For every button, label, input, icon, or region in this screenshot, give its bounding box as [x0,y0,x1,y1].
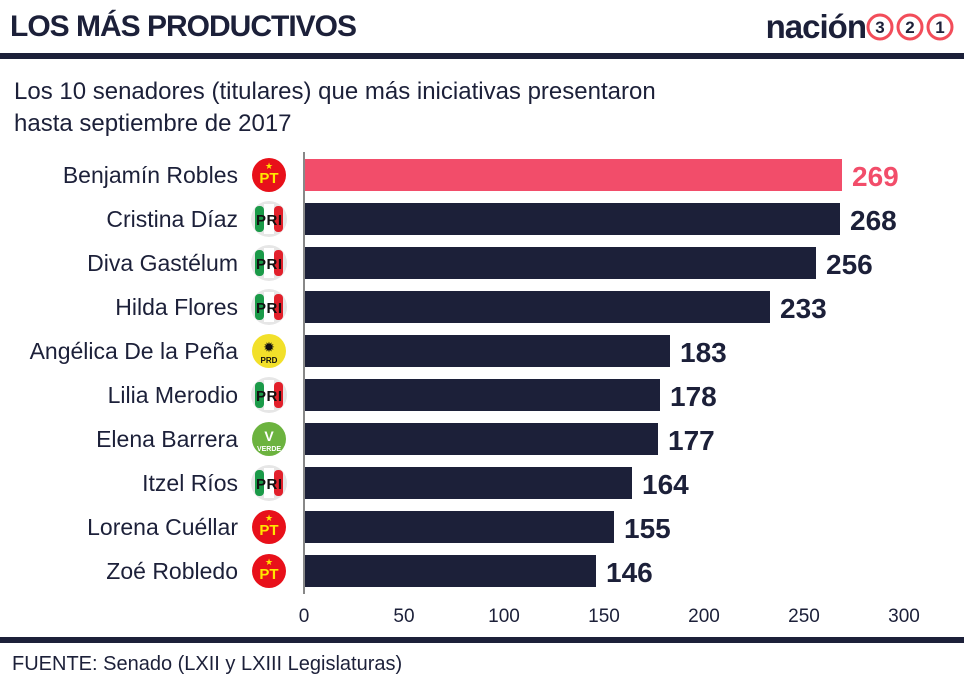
pri-green [255,470,264,496]
bar [305,203,840,235]
party-logo-pri-icon: PRI [251,377,287,413]
pri-red [274,382,283,408]
logo-ring [896,13,924,41]
party-logo-pri-icon: PRI [251,289,287,325]
pri-white [264,468,274,498]
party-logo-pri-icon: PRI [251,245,287,281]
pri-letters: PRI [256,256,282,273]
pt-letters: PT [259,566,278,583]
x-tick-label: 250 [788,606,820,627]
value-label: 269 [852,161,899,192]
value-label: 177 [668,425,715,456]
pri-letters: PRI [256,476,282,493]
subtitle: Los 10 senadores (titulares) que más ini… [14,76,834,140]
pri-white [264,292,274,322]
logo-digit: 1 [935,18,944,37]
pt-star: ★ [265,161,273,171]
logo-digits: 3 2 1 [866,13,954,41]
pri-green [255,250,264,276]
prd-circle [252,334,286,368]
verde-circle [252,422,286,456]
value-label: 164 [642,469,689,500]
header-divider [0,53,964,59]
pt-circle [252,158,286,192]
pt-star: ★ [265,557,273,567]
pt-star: ★ [265,513,273,523]
bar [305,247,816,279]
party-logo-verde-icon: V VERDE [252,422,286,456]
bar [305,335,670,367]
bar [305,511,614,543]
senator-label: Angélica De la Peña [30,338,239,364]
senator-label: Zoé Robledo [106,558,238,584]
pri-red [274,250,283,276]
pri-red [274,470,283,496]
pri-red [274,294,283,320]
pt-circle [252,510,286,544]
prd-letters: PRD [261,356,278,365]
pri-green [255,382,264,408]
senator-label: Elena Barrera [96,426,238,452]
senator-label: Diva Gastélum [87,250,238,276]
x-tick-label: 200 [688,606,720,627]
logo-ring [926,13,954,41]
senator-label: Benjamín Robles [63,162,238,188]
logo-ring [866,13,894,41]
senator-label: Lilia Merodio [108,382,238,408]
pri-green [255,206,264,232]
pri-red [274,206,283,232]
senator-label: Hilda Flores [115,294,238,320]
verde-check: V [264,428,274,444]
value-label: 178 [670,381,717,412]
bar [305,555,596,587]
pt-circle [252,554,286,588]
logo-text: nación [765,8,867,45]
party-logo-pt-icon: ★PT [252,554,286,588]
logo-digit: 2 [905,18,914,37]
pri-green [255,294,264,320]
subtitle-line: hasta septiembre de 2017 [14,110,292,137]
logo: nación 3 2 1 [766,8,956,46]
verde-letters: VERDE [257,446,281,453]
x-tick-label: 50 [393,606,414,627]
logo-digit: 3 [875,18,884,37]
x-tick-label: 150 [588,606,620,627]
x-tick-label: 0 [299,606,310,627]
value-label: 146 [606,557,653,588]
senator-label: Itzel Ríos [142,470,238,496]
pt-letters: PT [259,522,278,539]
value-label: 233 [780,293,827,324]
senator-label: Cristina Díaz [106,206,238,232]
party-logo-pri-icon: PRI [251,465,287,501]
source-note: FUENTE: Senado (LXII y LXIII Legislatura… [12,653,403,675]
bar [305,159,842,191]
pt-letters: PT [259,170,278,187]
prd-sun: ✹ [263,339,275,355]
bar [305,467,632,499]
page-title: LOS MÁS PRODUCTIVOS [10,10,357,43]
subtitle-line: Los 10 senadores (titulares) que más ini… [14,78,656,105]
value-label: 183 [680,337,727,368]
x-tick-label: 100 [488,606,520,627]
x-tick-label: 300 [888,606,920,627]
bar [305,291,770,323]
party-logo-prd-icon: ✹PRD [252,334,286,368]
value-label: 155 [624,513,671,544]
bar [305,423,658,455]
pri-letters: PRI [256,388,282,405]
party-logo-pt-icon: ★PT [252,510,286,544]
pri-white [264,204,274,234]
senator-label: Lorena Cuéllar [87,514,238,540]
footer-divider [0,637,964,643]
value-label: 256 [826,249,873,280]
bar [305,379,660,411]
pri-letters: PRI [256,212,282,229]
party-logo-pri-icon: PRI [251,201,287,237]
party-logo-pt-icon: ★PT [252,158,286,192]
pri-white [264,248,274,278]
pri-letters: PRI [256,300,282,317]
pri-white [264,380,274,410]
value-label: 268 [850,205,897,236]
